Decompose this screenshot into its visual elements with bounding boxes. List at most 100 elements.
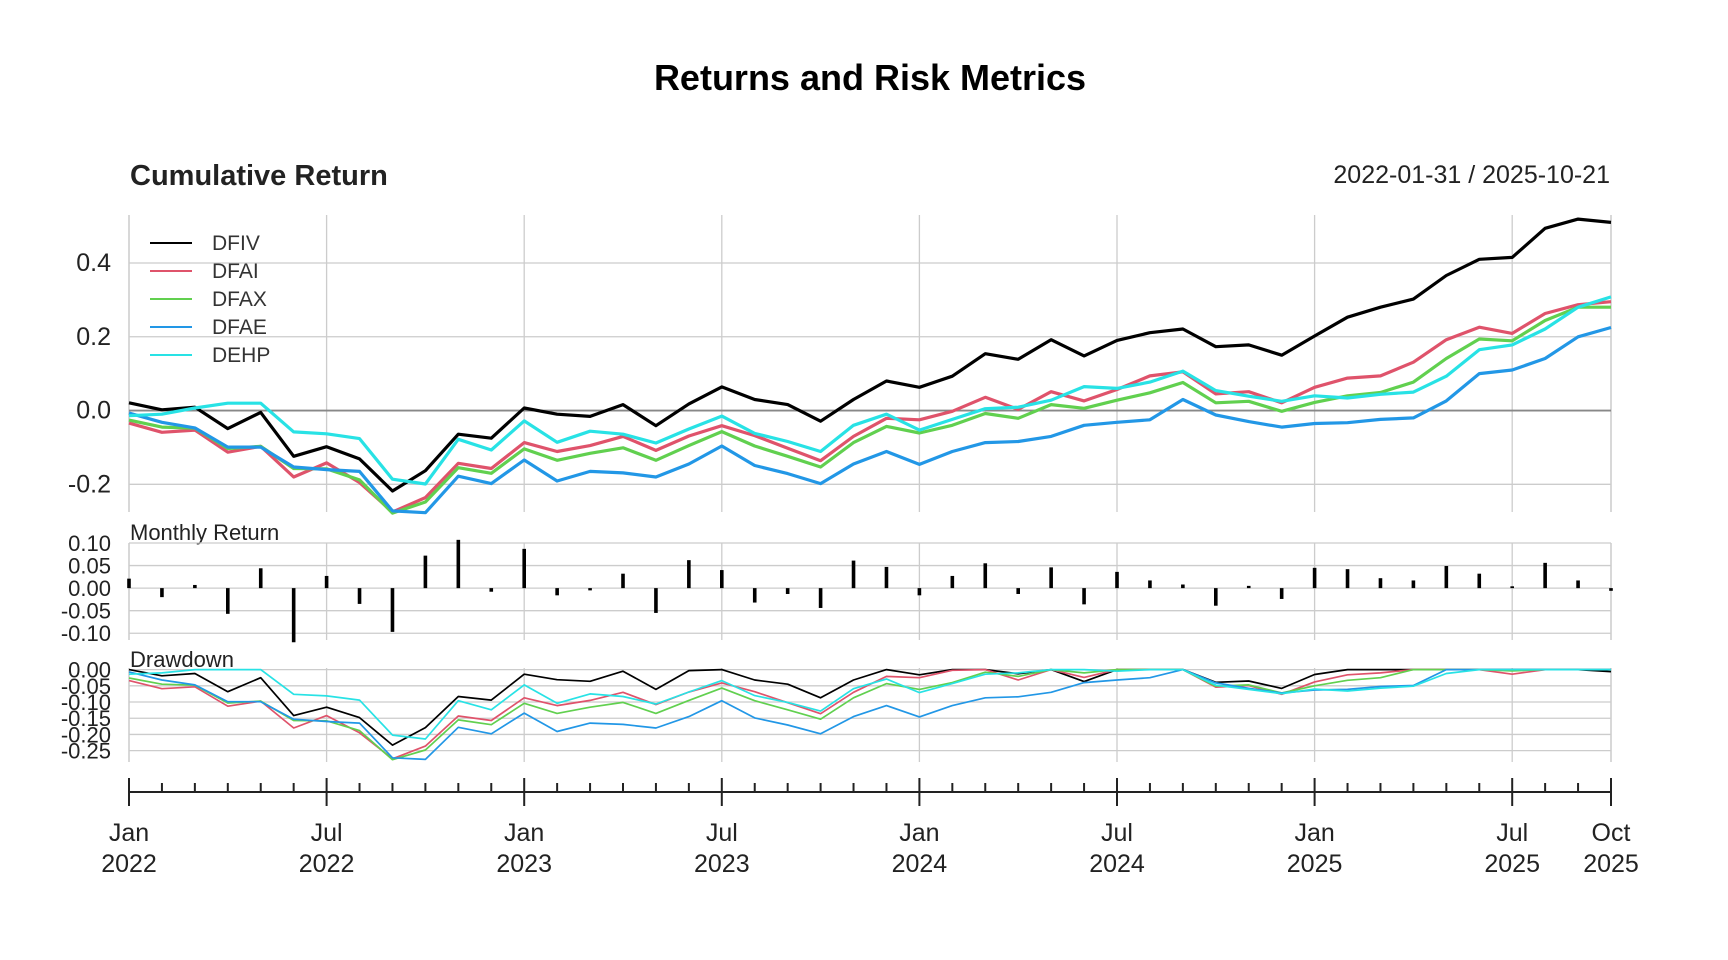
x-tick-month-3: Jul	[706, 819, 738, 847]
x-tick-month-0: Jan	[109, 819, 149, 847]
ytick-label-2-4: -0.20	[61, 722, 111, 747]
monthly-bar-37	[1345, 569, 1350, 589]
monthly-bar-13	[555, 588, 559, 596]
monthly-bar-19	[752, 588, 757, 603]
monthly-bar-8	[390, 588, 395, 632]
monthly-bar-22	[851, 560, 856, 589]
panel-title-cumulative: Cumulative Return	[130, 160, 388, 192]
date-range: 2022-01-31 / 2025-10-21	[1333, 161, 1610, 189]
ytick-label-2-3: -0.15	[61, 706, 111, 731]
series-layer	[127, 217, 1613, 761]
monthly-bar-12	[522, 548, 526, 589]
monthly-bar-29	[1082, 588, 1086, 605]
x-tick-year-5: 2024	[1089, 850, 1145, 878]
cumulative-line-dfiv	[128, 217, 1612, 493]
legend-label-dfiv: DFIV	[212, 232, 260, 255]
legend-label-dfae: DFAE	[212, 316, 267, 339]
legend: DFIV DFAI DFAX DFAE DEHP	[150, 232, 270, 367]
cumulative-line-dehp	[128, 295, 1612, 486]
x-tick-year-2: 2023	[496, 850, 552, 878]
monthly-bar-16	[654, 588, 658, 613]
cumulative-line-dfai	[128, 300, 1612, 514]
monthly-bar-27	[1016, 588, 1020, 594]
monthly-bar-31	[1148, 580, 1152, 589]
ytick-label-1-0: 0.10	[68, 531, 111, 556]
x-tick-year-6: 2025	[1287, 850, 1343, 878]
panel-title-monthly: Monthly Return	[130, 520, 279, 545]
y-tick-labels: -0.20.00.20.40.100.050.00-0.05-0.100.00-…	[61, 249, 111, 764]
monthly-bar-14	[588, 588, 592, 591]
monthly-bar-34	[1246, 585, 1251, 589]
monthly-bar-42	[1510, 586, 1514, 589]
x-axis: Jan 2022 Jul 2022 Jan 2023 Jul 2023 Jan 2024 Jul 20…	[101, 778, 1639, 878]
x-tick-month-7: Jul	[1496, 819, 1528, 847]
drawdown-line-dehp	[128, 668, 1611, 740]
ytick-label-1-1: 0.05	[68, 554, 111, 579]
grid-layer	[128, 215, 1612, 762]
monthly-bar-23	[884, 566, 889, 589]
monthly-bar-38	[1378, 578, 1383, 589]
monthly-bar-5	[291, 588, 296, 643]
monthly-bar-36	[1312, 567, 1317, 589]
monthly-bar-4	[258, 568, 263, 589]
ytick-label-2-5: -0.25	[61, 739, 111, 764]
drawdown-line-dfae	[128, 668, 1611, 761]
monthly-bar-26	[983, 563, 988, 589]
monthly-bar-11	[489, 588, 494, 592]
x-tick-year-8: 2025	[1583, 850, 1639, 878]
ytick-label-1-3: -0.05	[61, 599, 111, 624]
drawdown-line-dfiv	[128, 668, 1612, 746]
ytick-label-0-2: 0.2	[76, 323, 111, 351]
chart-title: Returns and Risk Metrics	[654, 57, 1086, 98]
x-tick-month-1: Jul	[311, 819, 343, 847]
monthly-bar-0	[127, 578, 131, 589]
monthly-bar-7	[357, 588, 362, 604]
x-tick-year-7: 2025	[1484, 850, 1540, 878]
ytick-label-1-4: -0.10	[61, 621, 111, 646]
x-tick-month-6: Jan	[1294, 819, 1334, 847]
monthly-bar-33	[1214, 588, 1218, 606]
monthly-bar-21	[818, 588, 823, 608]
ytick-label-1-2: 0.00	[68, 576, 111, 601]
cumulative-line-dfae	[128, 325, 1612, 515]
monthly-bar-15	[621, 573, 625, 589]
monthly-bar-43	[1543, 562, 1547, 589]
monthly-bar-20	[785, 588, 790, 594]
x-tick-month-2: Jan	[504, 819, 544, 847]
panel-title-drawdown: Drawdown	[130, 647, 234, 672]
ytick-label-2-2: -0.10	[61, 690, 111, 715]
x-tick-year-3: 2023	[694, 850, 750, 878]
legend-label-dehp: DEHP	[212, 344, 270, 367]
cumulative-line-dfax	[128, 305, 1611, 515]
monthly-bar-24	[917, 588, 922, 596]
ytick-label-2-1: -0.05	[61, 674, 111, 699]
x-tick-month-8: Oct	[1592, 819, 1631, 847]
x-tick-month-5: Jul	[1101, 819, 1133, 847]
ytick-label-0-1: 0.0	[76, 397, 111, 425]
monthly-bar-2	[193, 584, 197, 589]
ytick-label-2-0: 0.00	[68, 658, 111, 683]
x-tick-year-0: 2022	[101, 850, 157, 878]
monthly-bar-40	[1444, 566, 1449, 589]
monthly-bar-45	[1609, 588, 1613, 591]
monthly-bar-9	[423, 555, 428, 589]
monthly-bar-41	[1477, 573, 1482, 589]
monthly-bar-32	[1181, 584, 1185, 589]
monthly-bar-18	[720, 570, 724, 589]
ytick-label-0-0: -0.2	[68, 470, 111, 498]
ytick-label-0-3: 0.4	[76, 249, 111, 277]
monthly-bar-3	[226, 588, 230, 614]
monthly-bar-44	[1576, 580, 1580, 589]
monthly-bar-6	[324, 575, 329, 589]
monthly-bar-28	[1049, 567, 1053, 589]
drawdown-line-dfax	[128, 668, 1611, 761]
legend-label-dfai: DFAI	[212, 260, 259, 283]
x-tick-year-4: 2024	[892, 850, 948, 878]
monthly-bar-39	[1411, 580, 1416, 589]
monthly-bar-1	[160, 588, 164, 598]
x-tick-year-1: 2022	[299, 850, 355, 878]
legend-label-dfax: DFAX	[212, 288, 267, 311]
monthly-bar-25	[950, 575, 955, 589]
monthly-bar-10	[456, 539, 461, 589]
